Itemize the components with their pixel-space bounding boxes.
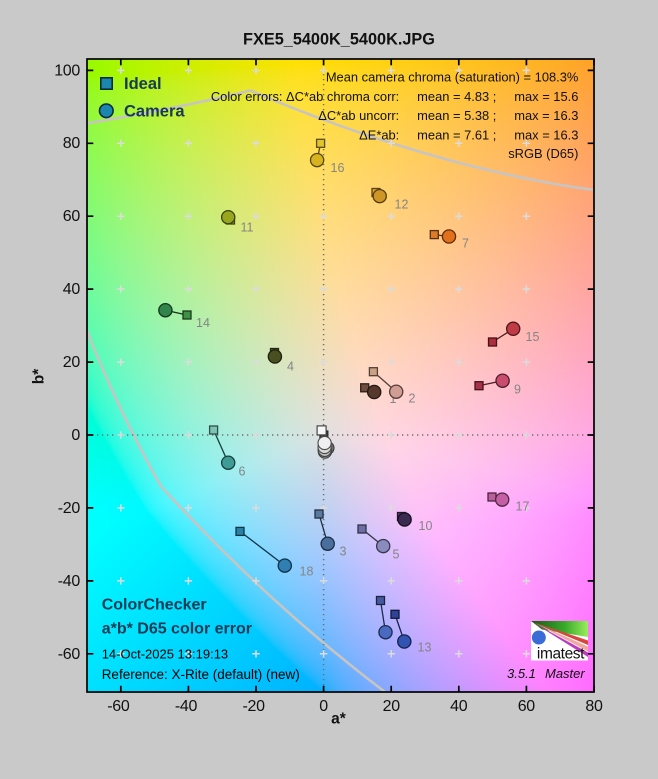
svg-text:60: 60 — [63, 208, 81, 225]
svg-text:16: 16 — [331, 161, 345, 175]
svg-text:a*: a* — [331, 711, 347, 728]
svg-text:-20: -20 — [242, 698, 265, 715]
svg-text:imatest: imatest — [537, 646, 585, 663]
svg-text:40: 40 — [63, 281, 81, 298]
svg-text:12: 12 — [395, 198, 409, 212]
svg-text:13: 13 — [418, 641, 432, 655]
svg-text:0: 0 — [319, 698, 328, 715]
svg-text:ColorChecker: ColorChecker — [102, 597, 207, 614]
svg-text:20: 20 — [383, 698, 401, 715]
svg-text:80: 80 — [63, 135, 81, 152]
svg-text:-20: -20 — [58, 500, 81, 517]
svg-text:11: 11 — [241, 221, 254, 235]
svg-text:Mean camera chroma (saturation: Mean camera chroma (saturation) = 108.3% — [326, 69, 579, 84]
svg-text:ΔC*ab uncorr: mean = 5.38: ΔC*ab uncorr: mean = 5.38 ; max = 16.3 — [318, 108, 578, 123]
svg-text:80: 80 — [585, 698, 603, 715]
svg-text:4: 4 — [287, 359, 294, 373]
svg-text:0: 0 — [71, 427, 80, 444]
svg-text:3.5.1: 3.5.1 — [507, 666, 536, 681]
svg-text:100: 100 — [54, 62, 80, 79]
svg-text:Camera: Camera — [124, 103, 185, 121]
svg-text:7: 7 — [462, 237, 469, 251]
svg-text:Ideal: Ideal — [124, 75, 162, 93]
svg-text:ΔE*ab: mean = 7.61 ; m: ΔE*ab: mean = 7.61 ; max = 16.3 — [359, 128, 578, 143]
svg-text:40: 40 — [450, 698, 468, 715]
svg-text:3: 3 — [340, 545, 347, 559]
svg-text:Reference: X-Rite (default) (n: Reference: X-Rite (default) (new) — [102, 667, 300, 682]
svg-text:a*b* D65 color error: a*b* D65 color error — [102, 621, 252, 638]
svg-text:2: 2 — [409, 392, 416, 406]
svg-text:Master: Master — [545, 666, 585, 681]
svg-text:60: 60 — [518, 698, 536, 715]
svg-text:6: 6 — [239, 465, 246, 479]
svg-text:10: 10 — [419, 519, 433, 533]
svg-text:-60: -60 — [107, 698, 130, 715]
svg-text:1: 1 — [390, 392, 397, 406]
svg-text:-60: -60 — [58, 646, 81, 663]
svg-text:Color errors: ΔC*ab chroma cor: Color errors: ΔC*ab chroma corr: mean = … — [211, 89, 579, 104]
svg-text:FXE5_5400K_5400K.JPG: FXE5_5400K_5400K.JPG — [243, 31, 435, 49]
svg-text:-40: -40 — [58, 573, 81, 590]
svg-text:9: 9 — [514, 383, 521, 397]
svg-text:18: 18 — [300, 565, 314, 579]
svg-text:14: 14 — [196, 316, 210, 330]
svg-text:-40: -40 — [175, 698, 198, 715]
svg-text:b*: b* — [31, 368, 48, 384]
svg-text:17: 17 — [516, 500, 530, 514]
svg-text:15: 15 — [526, 330, 540, 344]
svg-text:20: 20 — [63, 354, 81, 371]
svg-text:14-Oct-2025 13:19:13: 14-Oct-2025 13:19:13 — [102, 647, 228, 662]
svg-text:5: 5 — [393, 547, 400, 561]
svg-text:sRGB (D65): sRGB (D65) — [508, 146, 578, 161]
